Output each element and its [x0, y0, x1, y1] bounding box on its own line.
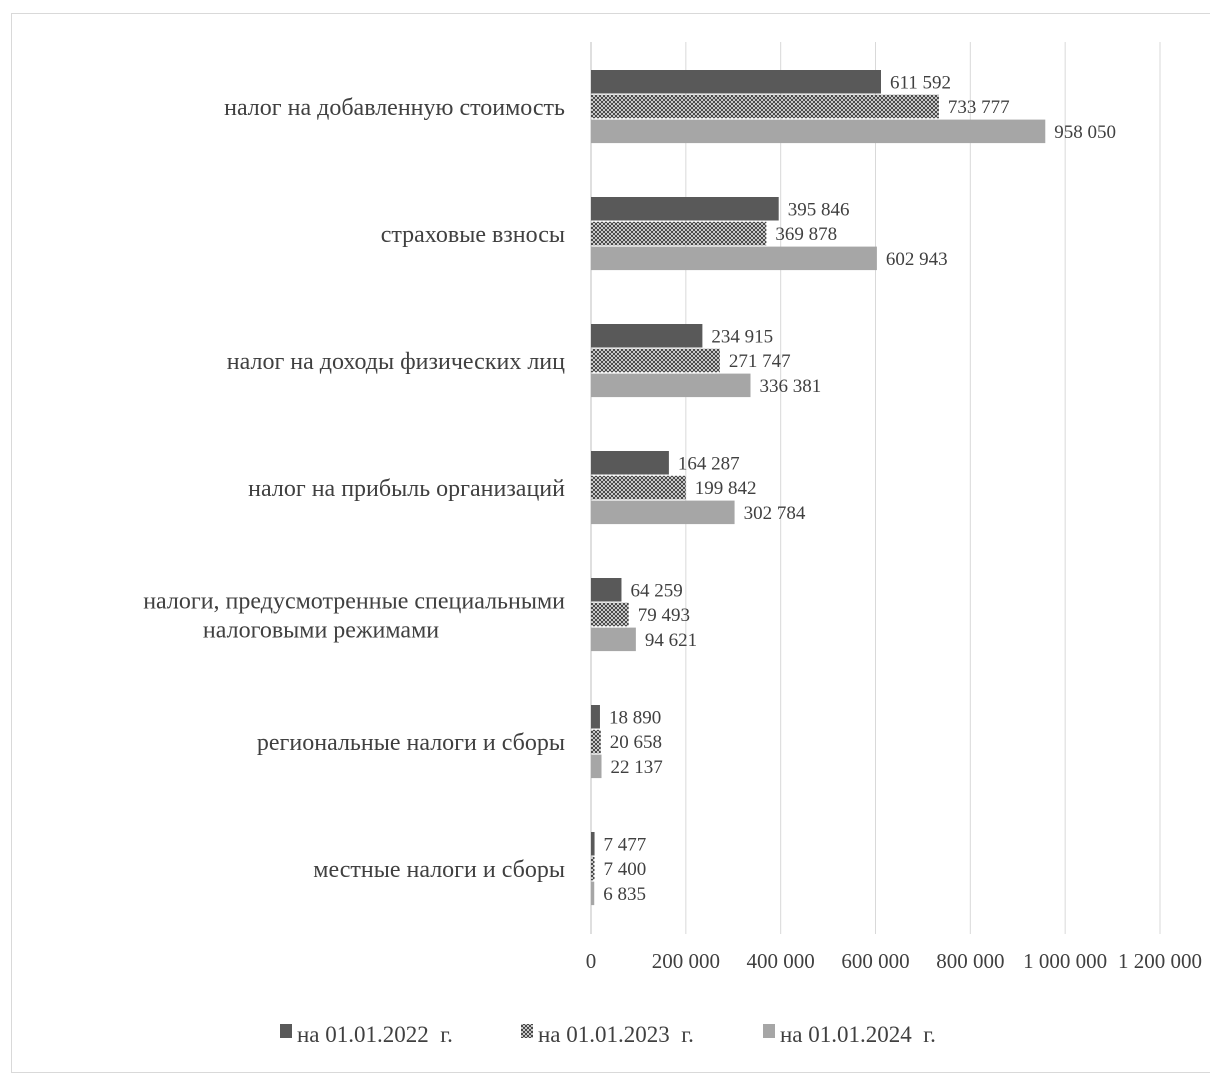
x-tick-label: 800 000	[936, 949, 1004, 973]
category-labels: налог на добавленную стоимость страховые …	[143, 95, 565, 883]
bar	[591, 451, 669, 475]
bar	[591, 578, 622, 602]
data-label: 395 846	[788, 199, 850, 220]
category-label: налог на добавленную стоимость	[224, 95, 565, 121]
bar	[591, 324, 703, 348]
data-label: 958 050	[1054, 122, 1116, 143]
data-label: 79 493	[638, 605, 690, 626]
bars	[591, 70, 1046, 906]
bar	[591, 500, 735, 525]
bar	[591, 221, 767, 246]
legend-label: на 01.01.2024 г.	[780, 1022, 936, 1047]
data-label: 234 915	[711, 326, 773, 347]
x-tick-label: 0	[586, 949, 597, 973]
x-tick-label: 600 000	[841, 949, 909, 973]
legend-swatch	[280, 1024, 292, 1038]
bar	[591, 70, 881, 94]
data-label: 336 381	[760, 376, 822, 397]
legend-label: на 01.01.2022 г.	[297, 1022, 453, 1047]
bar	[591, 832, 595, 856]
data-label: 302 784	[744, 503, 806, 524]
legend-swatch	[521, 1024, 533, 1038]
legend: на 01.01.2022 г. на 01.01.2023 г. на 01.01…	[280, 1022, 936, 1047]
data-label: 199 842	[695, 478, 757, 499]
data-label: 7 477	[604, 834, 647, 855]
bar	[591, 856, 595, 881]
chart-frame	[11, 13, 1210, 1073]
data-label: 611 592	[890, 72, 951, 93]
legend-swatch	[763, 1024, 775, 1038]
category-label: страховые взносы	[381, 222, 565, 248]
category-label: региональные налоги и сборы	[257, 730, 565, 756]
bar	[591, 602, 629, 627]
gridlines	[590, 42, 1161, 934]
category-label: налог на доходы физических лиц	[227, 349, 565, 375]
data-label: 164 287	[678, 453, 740, 474]
bar	[591, 348, 720, 373]
data-labels: 611 592 733 777 958 050 395 846 369 878 602 9…	[603, 72, 1116, 905]
data-label: 7 400	[604, 859, 647, 880]
bar	[591, 246, 877, 271]
x-tick-label: 1 000 000	[1023, 949, 1107, 973]
bar	[591, 881, 595, 906]
data-label: 20 658	[610, 732, 662, 753]
category-label: налог на прибыль организаций	[248, 476, 565, 502]
data-label: 271 747	[729, 351, 791, 372]
bar	[591, 373, 751, 398]
category-label: местные налоги и сборы	[313, 857, 565, 883]
data-label: 64 259	[630, 580, 682, 601]
bar	[591, 627, 636, 652]
data-label: 18 890	[609, 707, 661, 728]
data-label: 22 137	[610, 757, 662, 778]
bar	[591, 705, 600, 729]
bar	[591, 119, 1046, 144]
bar	[591, 475, 686, 500]
data-label: 94 621	[645, 630, 697, 651]
bar	[591, 94, 939, 119]
x-tick-label: 1 200 000	[1118, 949, 1202, 973]
bar	[591, 754, 602, 779]
x-tick-label: 200 000	[652, 949, 720, 973]
bar	[591, 729, 601, 754]
data-label: 369 878	[775, 224, 837, 245]
category-label: налоги, предусмотренные специальными	[143, 589, 565, 615]
data-label: 6 835	[603, 884, 646, 905]
x-axis-ticks: 0 200 000 400 000 600 000 800 000 1 000 000 1 …	[586, 949, 1202, 973]
legend-label: на 01.01.2023 г.	[538, 1022, 694, 1047]
category-label: налоговыми режимами	[203, 618, 439, 644]
x-tick-label: 400 000	[747, 949, 815, 973]
data-label: 733 777	[948, 97, 1010, 118]
data-label: 602 943	[886, 249, 948, 270]
bar	[591, 197, 779, 221]
